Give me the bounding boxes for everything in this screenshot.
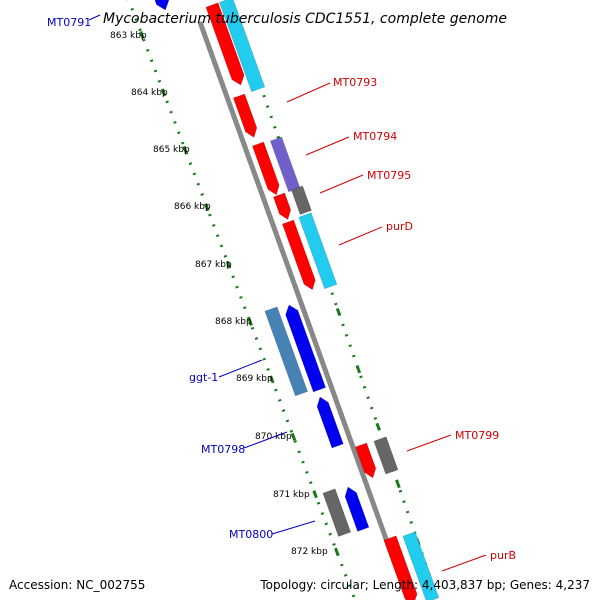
gene-blue-871 <box>344 486 370 532</box>
gene-cyan-1 <box>219 0 266 93</box>
gene-label-mt0795: MT0795 <box>367 169 411 182</box>
accession-text: Accession: NC_002755 <box>9 578 146 592</box>
gene-group <box>153 0 440 600</box>
gene-ggt-1 <box>264 306 308 397</box>
genome-summary: Topology: circular; Length: 4,403,837 bp… <box>260 578 590 592</box>
kbp-tick <box>204 203 210 212</box>
kbp-label: 868 kbp <box>215 317 252 327</box>
ruler-right <box>233 11 440 600</box>
leader-line <box>88 14 101 21</box>
gene-mt0800 <box>322 488 352 537</box>
page-title: Mycobacterium tuberculosis CDC1551, comp… <box>103 11 507 27</box>
kbp-tick <box>139 30 145 40</box>
genome-backbone <box>197 21 411 600</box>
gene-label-purb: purB <box>490 549 516 562</box>
kbp-tick <box>269 375 275 384</box>
leader-line <box>406 434 452 452</box>
kbp-tick <box>355 365 362 374</box>
kbp-label: 865 kbp <box>153 145 190 155</box>
gene-label-mt0800: MT0800 <box>229 528 273 541</box>
gene-mt0794-red <box>252 141 280 196</box>
kbp-tick <box>375 422 381 431</box>
leader-line <box>319 174 364 194</box>
gene-purb-cyan <box>402 531 440 600</box>
leader-line <box>218 359 263 378</box>
kbp-label: 867 kbp <box>195 260 232 270</box>
gene-mt0794 <box>270 136 301 193</box>
kbp-label: 866 kbp <box>174 202 211 212</box>
leader-line <box>338 226 383 246</box>
gene-label-mt0794: MT0794 <box>353 130 397 143</box>
kbp-tick <box>247 317 253 327</box>
leader-lines <box>88 14 487 572</box>
kbp-label: 863 kbp <box>110 31 147 41</box>
leader-line <box>305 136 350 156</box>
kbp-tick <box>395 480 401 489</box>
kbp-label: 871 kbp <box>273 490 310 500</box>
kbp-tick <box>334 547 340 556</box>
gene-red-1 <box>205 2 245 86</box>
gene-mt0793 <box>233 93 258 138</box>
kbp-tick <box>290 432 297 441</box>
leader-line <box>243 431 288 449</box>
kbp-tick <box>225 260 232 269</box>
leader-line <box>441 554 487 572</box>
gene-purb <box>383 535 418 600</box>
leader-line <box>271 520 316 535</box>
kbp-label: 869 kbp <box>236 374 273 384</box>
leader-line <box>286 82 331 103</box>
gene-mt0798 <box>316 396 344 449</box>
gene-label-mt0798: MT0798 <box>201 443 245 456</box>
kbp-label: 864 kbp <box>131 88 168 98</box>
gene-label-mt0799: MT0799 <box>455 429 499 442</box>
gene-blue-868 <box>285 304 326 393</box>
kbp-label: 872 kbp <box>291 547 328 557</box>
gene-mt0795-gray <box>291 185 312 215</box>
gene-mt0795 <box>273 192 292 220</box>
gene-mt0791 <box>153 0 170 11</box>
kbp-tick <box>182 145 188 154</box>
kbp-tick <box>160 88 167 97</box>
ruler-group <box>127 0 440 600</box>
gene-purd <box>282 219 316 291</box>
gene-mt0799 <box>373 436 399 475</box>
gene-label-mt0791: MT0791 <box>47 16 91 29</box>
gene-labels: MT0791 MT0793 MT0794 MT0795 purD ggt-1 M… <box>47 16 516 562</box>
gene-label-ggt-1: ggt-1 <box>189 371 218 384</box>
gene-purd-cyan <box>298 212 338 290</box>
gene-mt0799-red <box>355 442 377 479</box>
gene-label-purd: purD <box>386 220 413 233</box>
gene-label-mt0793: MT0793 <box>333 76 377 89</box>
kbp-tick <box>335 307 342 317</box>
kbp-tick <box>312 490 318 499</box>
